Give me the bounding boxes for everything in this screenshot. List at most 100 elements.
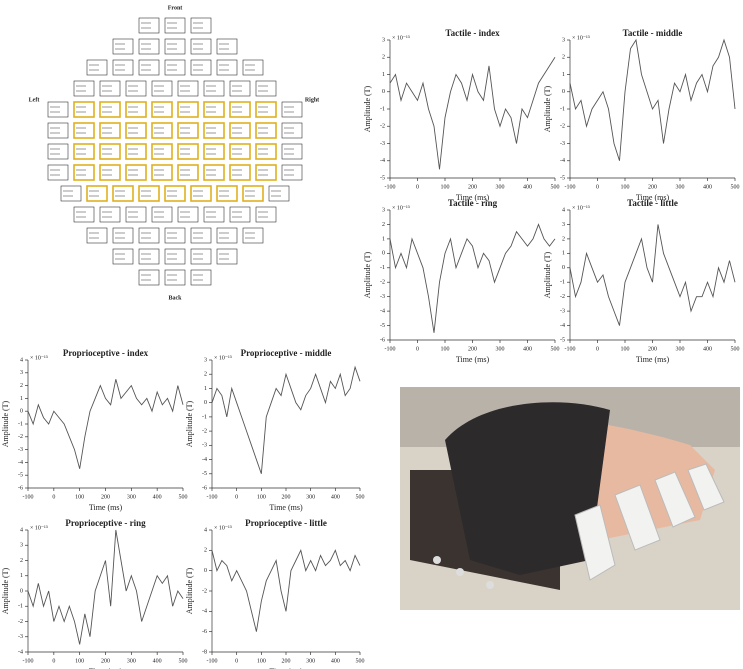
x-tick-label: 200: [101, 494, 110, 500]
y-tick-label: 3: [204, 357, 207, 363]
x-axis-label: Time (ms): [269, 503, 303, 512]
sensor-box: [47, 143, 69, 160]
y-tick-label: 3: [20, 543, 23, 549]
left-label: Left: [29, 97, 40, 103]
y-tick-label: -2: [18, 434, 23, 440]
sensor-box: [216, 227, 238, 244]
y-tick-label: 4: [20, 527, 23, 533]
sensor-box: [138, 185, 160, 202]
sensor-box: [268, 185, 290, 202]
y-tick-label: -3: [560, 141, 565, 147]
waveform: [389, 223, 556, 333]
y-tick-label: -3: [380, 294, 385, 300]
x-tick-label: 300: [127, 658, 136, 664]
y-axis-label: Amplitude (T): [1, 567, 10, 614]
sensor-box: [229, 206, 251, 223]
sensor-box: [99, 143, 121, 160]
y-tick-label: 2: [20, 383, 23, 389]
x-tick-label: -100: [207, 658, 218, 664]
y-tick-label: 0: [382, 89, 385, 95]
sensor-box: [242, 185, 264, 202]
sensor-box: [177, 80, 199, 97]
x-tick-label: 0: [596, 184, 599, 190]
y-tick-label: -6: [202, 629, 207, 635]
x-tick-label: 200: [648, 346, 657, 352]
y-tick-label: 1: [382, 72, 385, 78]
sensor-box: [164, 227, 186, 244]
chart-title: Tactile - middle: [623, 28, 683, 38]
y-tick-label: 0: [562, 265, 565, 271]
chart-title: Proprioceptive - index: [63, 348, 149, 358]
sensor-box: [125, 143, 147, 160]
y-scale-label: × 10⁻¹³: [572, 205, 590, 211]
x-tick-label: 500: [356, 658, 365, 664]
sensor-box: [99, 80, 121, 97]
y-tick-label: -6: [18, 485, 23, 491]
sensor-box: [229, 101, 251, 118]
y-tick-label: 2: [382, 222, 385, 228]
x-tick-label: 400: [703, 184, 712, 190]
sensor-box: [112, 38, 134, 55]
sensor-box: [125, 206, 147, 223]
sensor-box: [203, 122, 225, 139]
sensor-box: [203, 101, 225, 118]
x-tick-label: 400: [523, 346, 532, 352]
y-tick-label: -4: [202, 609, 207, 615]
sensor-box: [125, 101, 147, 118]
sensor-box: [47, 122, 69, 139]
sensor-box: [190, 248, 212, 265]
sensor-box: [125, 122, 147, 139]
bolt: [456, 568, 464, 576]
sensor-box: [281, 122, 303, 139]
y-tick-label: -4: [380, 158, 385, 164]
x-tick-label: 500: [551, 346, 560, 352]
sensor-box: [73, 164, 95, 181]
sensor-box: [47, 101, 69, 118]
x-tick-label: 400: [523, 184, 532, 190]
x-tick-label: 100: [257, 494, 266, 500]
sensor-box: [229, 80, 251, 97]
sensor-box: [216, 248, 238, 265]
x-tick-label: 300: [127, 494, 136, 500]
y-tick-label: 3: [382, 37, 385, 43]
chart-title: Tactile - index: [445, 28, 500, 38]
y-tick-label: -2: [202, 428, 207, 434]
sensor-box: [151, 101, 173, 118]
x-tick-label: 500: [179, 494, 188, 500]
finger-clips: [574, 463, 725, 581]
x-tick-label: 200: [101, 658, 110, 664]
sensor-box: [164, 38, 186, 55]
y-tick-label: 2: [20, 558, 23, 564]
chart-title: Proprioceptive - middle: [241, 348, 332, 358]
sensor-box: [242, 227, 264, 244]
y-tick-label: -2: [18, 619, 23, 625]
y-scale-label: × 10⁻¹³: [392, 35, 410, 41]
y-tick-label: 3: [382, 207, 385, 213]
sensor-box: [164, 59, 186, 76]
x-tick-label: 500: [179, 658, 188, 664]
sensor-box: [203, 80, 225, 97]
y-tick-label: -1: [560, 106, 565, 112]
velcro-strap: [445, 402, 610, 575]
sensor-box: [151, 143, 173, 160]
y-tick-label: -3: [18, 634, 23, 640]
y-tick-label: -1: [18, 604, 23, 610]
y-tick-label: -1: [202, 414, 207, 420]
x-tick-label: 100: [441, 184, 450, 190]
sensor-box: [255, 164, 277, 181]
x-tick-label: 400: [331, 658, 340, 664]
y-tick-label: 0: [20, 588, 23, 594]
x-tick-label: 300: [676, 346, 685, 352]
y-tick-label: -6: [202, 485, 207, 491]
y-tick-label: -1: [380, 265, 385, 271]
sensor-box: [164, 185, 186, 202]
y-tick-label: -3: [18, 447, 23, 453]
sensor-box: [190, 17, 212, 34]
y-tick-label: -4: [18, 460, 23, 466]
y-tick-label: -5: [202, 471, 207, 477]
sensor-box: [73, 122, 95, 139]
y-tick-label: 3: [20, 370, 23, 376]
y-axis-label: Amplitude (T): [185, 567, 194, 614]
x-tick-label: -100: [565, 346, 576, 352]
